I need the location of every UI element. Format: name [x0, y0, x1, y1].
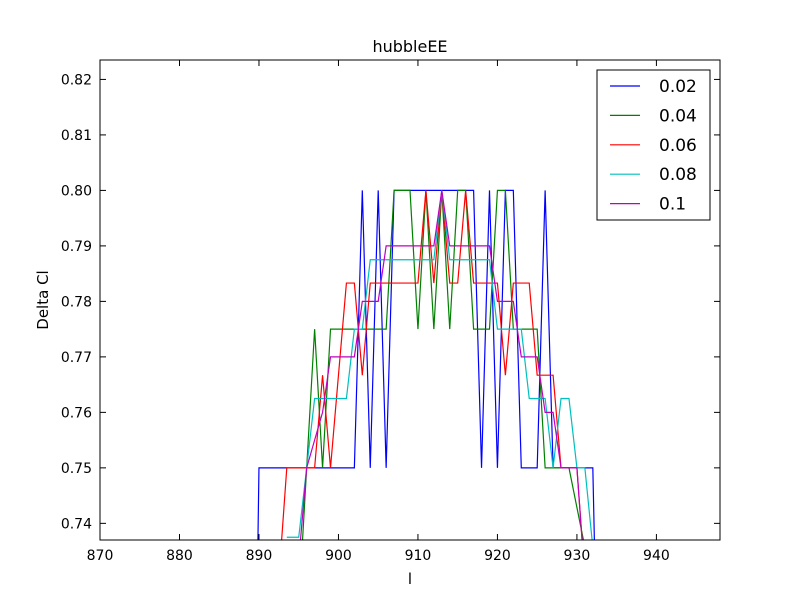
legend-label-3: 0.08: [659, 165, 697, 185]
x-tick-label: 940: [643, 548, 670, 564]
y-tick-label: 0.76: [61, 405, 92, 421]
x-tick-label: 930: [564, 548, 591, 564]
series-line-4: [299, 190, 583, 540]
legend-label-1: 0.04: [659, 106, 697, 126]
x-tick-label: 890: [246, 548, 273, 564]
x-tick-label: 910: [405, 548, 432, 564]
ticks-layer: 870 880 890 900 910 920 930 940 0.74 0.75 0.76 0.77…: [61, 60, 720, 564]
y-tick-label: 0.81: [61, 128, 92, 144]
chart-title: hubbleEE: [372, 37, 447, 56]
x-tick-label: 870: [87, 548, 114, 564]
y-tick-label: 0.78: [61, 294, 92, 310]
x-tick-label: 920: [484, 548, 511, 564]
legend-label-0: 0.02: [659, 77, 697, 97]
x-axis-label: l: [408, 570, 412, 588]
legend-label-2: 0.06: [659, 136, 697, 156]
y-tick-label: 0.80: [61, 183, 92, 199]
y-tick-label: 0.74: [61, 516, 92, 532]
series-line-3: [286, 190, 593, 540]
legend: 0.02 0.04 0.06 0.08 0.1: [596, 69, 711, 221]
y-tick-label: 0.82: [61, 72, 92, 88]
x-tick-label: 900: [325, 548, 352, 564]
series-layer: [257, 189, 595, 540]
y-axis-label: Delta Cl: [34, 270, 52, 329]
y-tick-label: 0.75: [61, 461, 92, 477]
x-tick-label: 880: [166, 548, 193, 564]
plot-frame: [99, 59, 721, 541]
y-tick-label: 0.77: [61, 350, 92, 366]
y-tick-label: 0.79: [61, 239, 92, 255]
legend-label-4: 0.1: [659, 195, 686, 215]
